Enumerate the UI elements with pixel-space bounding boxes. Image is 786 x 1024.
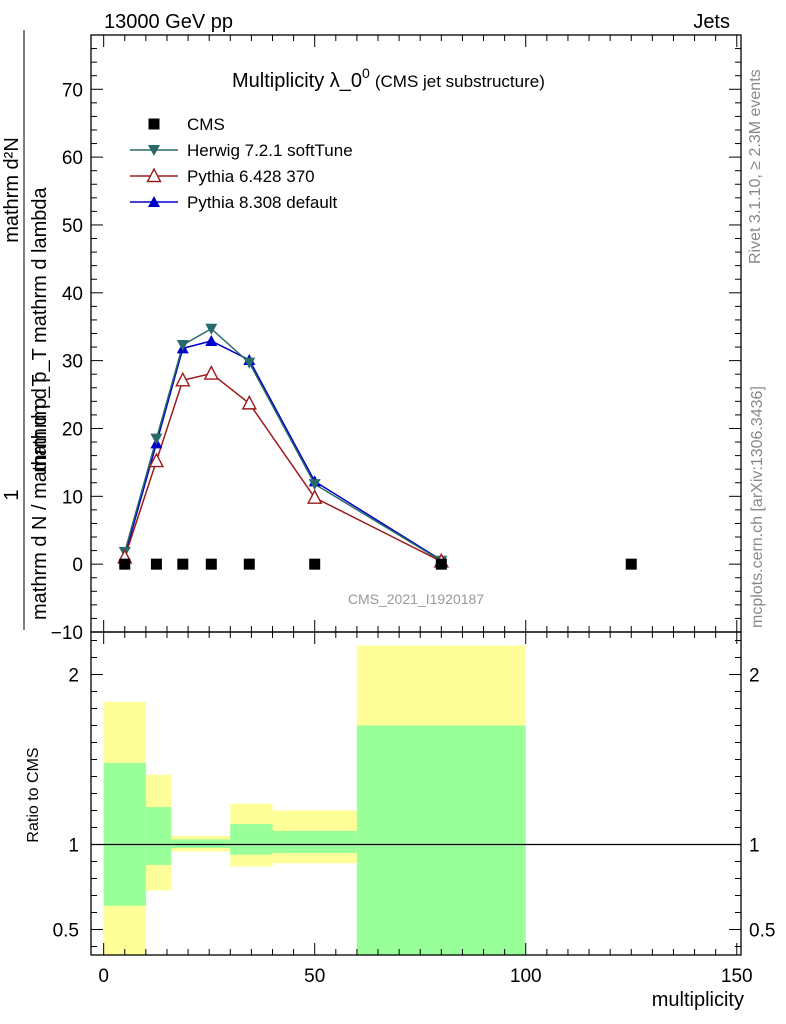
legend-label-3: Pythia 8.308 default (187, 193, 338, 212)
ratio-ytick-label-left: 1 (68, 836, 79, 857)
series-1-point-5 (308, 479, 321, 491)
series-line-1 (124, 327, 442, 562)
legend-marker-3 (148, 196, 160, 207)
main-ytick-label: 20 (62, 419, 83, 440)
main-ytick-label: 60 (62, 148, 83, 169)
legend-label-1: Herwig 7.2.1 softTune (187, 141, 353, 160)
legend-label-0: CMS (187, 115, 225, 134)
main-ytick-label: 10 (62, 487, 83, 508)
series-0-point-3 (205, 558, 217, 570)
series-2-point-3 (203, 365, 219, 380)
series-2-point-1 (148, 452, 165, 468)
series-line-2 (124, 372, 442, 563)
series-1-point-3 (205, 323, 218, 335)
series-0-point-1 (150, 558, 162, 570)
ratio-band-green-4 (272, 830, 357, 853)
series-2-point-2 (175, 371, 191, 387)
main-ylabel: 1 mathrm d²N mathrm d p_T mathrm d lambd… (1, 30, 51, 630)
series-2-point-4 (241, 394, 257, 410)
ylabel-prefix: 1 (1, 489, 23, 500)
ratio-y-axis-label: Ratio to CMS (25, 747, 42, 842)
series-line-3 (124, 340, 442, 561)
series-0-point-0 (119, 558, 131, 570)
main-ytick-label: 30 (62, 352, 83, 373)
series-1-point-1 (150, 433, 163, 445)
series-0-point-4 (243, 558, 255, 570)
ratio-band-green-5 (356, 725, 526, 955)
main-panel: −10 0 10 20 30 40 50 60 70 Multiplicity λ_00 (CMS … (51, 34, 742, 644)
ratio-ytick-label-right: 1 (749, 836, 760, 857)
ylabel-denominator-left: mathrm d N / mathrm d p_T (29, 374, 51, 620)
ratio-band-green-1 (145, 807, 172, 865)
legend-marker-2 (146, 167, 162, 183)
series-2-point-5 (307, 489, 323, 504)
ratio-panel: 0 50 100 150 0.5 0.5 1 1 2 2 (53, 631, 775, 987)
ratio-band-green-2 (171, 839, 231, 848)
header-left: 13000 GeV pp (104, 11, 233, 33)
plot-title: Multiplicity λ_00 (CMS jet substructure) (232, 65, 545, 92)
ratio-xtick-label: 50 (304, 966, 325, 987)
series-0-point-7 (625, 558, 637, 570)
ratio-ytick-label-right: 2 (749, 666, 760, 687)
ratio-xtick-label: 0 (98, 966, 109, 987)
ratio-band-green-3 (230, 824, 273, 855)
ylabel-denominator-right: mathrm d p_T mathrm d lambda (29, 186, 51, 472)
legend-marker-0 (148, 118, 160, 130)
mcplots-label: mcplots.cern.ch [arXiv:1306.3436] (749, 386, 766, 628)
legend-label-2: Pythia 6.428 370 (187, 167, 315, 186)
ratio-band-green-0 (103, 762, 146, 906)
main-ytick-label: 50 (62, 216, 83, 237)
ylabel-numerator: mathrm d²N (1, 137, 23, 243)
x-axis-label: multiplicity (652, 989, 744, 1011)
ratio-ytick-label-left: 0.5 (53, 921, 79, 942)
series-0-point-5 (309, 558, 321, 570)
header-right: Jets (693, 11, 730, 33)
series-1-point-4 (243, 357, 256, 369)
main-ytick-label: 0 (72, 555, 83, 576)
main-ytick-label: 70 (62, 80, 83, 101)
ratio-xtick-label: 150 (721, 966, 753, 987)
ratio-ytick-label-left: 2 (68, 666, 79, 687)
legend-marker-1 (148, 145, 160, 156)
ratio-xtick-label: 100 (510, 966, 542, 987)
series-1-point-2 (176, 340, 189, 352)
series-0-point-6 (435, 558, 447, 570)
watermark: CMS_2021_I1920187 (348, 591, 484, 607)
series-0-point-2 (177, 558, 189, 570)
rivet-label: Rivet 3.1.10, ≥ 2.3M events (747, 69, 764, 264)
main-ytick-label: −10 (51, 623, 83, 644)
ratio-ytick-label-right: 0.5 (749, 921, 775, 942)
main-ytick-label: 40 (62, 284, 83, 305)
series-3-point-3 (205, 334, 218, 346)
